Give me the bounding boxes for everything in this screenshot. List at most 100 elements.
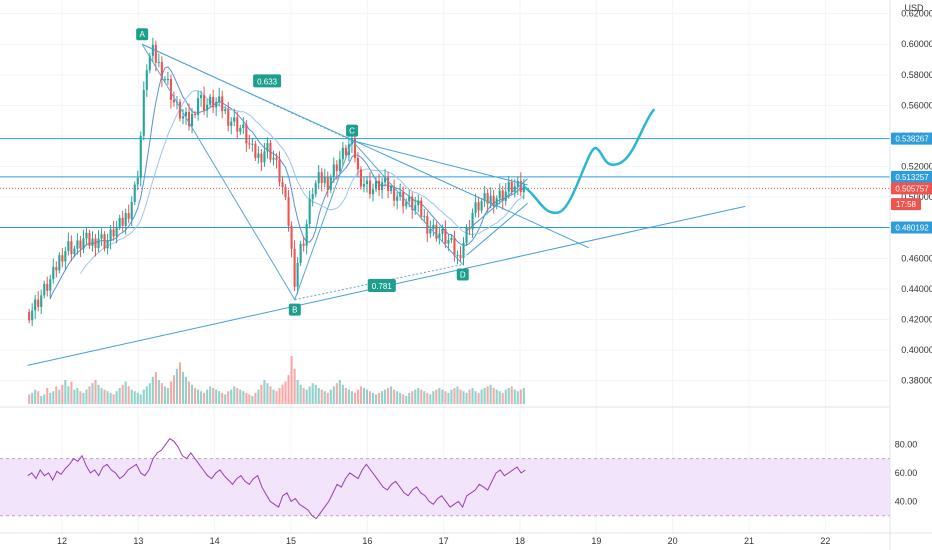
pattern-point-bg xyxy=(456,268,469,281)
volume-bar xyxy=(40,396,43,404)
volume-bar xyxy=(100,388,103,404)
candle-body xyxy=(429,229,432,234)
volume-bar xyxy=(169,381,172,404)
rising-channel-upper xyxy=(466,178,528,232)
volume-bar xyxy=(230,389,233,404)
volume-bar xyxy=(374,394,378,404)
candle-body xyxy=(121,217,124,226)
volume-bar xyxy=(399,392,402,404)
candle-body xyxy=(230,121,233,126)
candle-body xyxy=(266,143,269,152)
price-label-bg xyxy=(891,170,932,183)
volume-bar xyxy=(260,384,263,404)
candle-body xyxy=(209,96,212,105)
candle-body xyxy=(61,255,64,262)
volume-bar xyxy=(396,391,399,404)
volume-bar xyxy=(501,392,504,404)
volume-bar xyxy=(323,391,326,404)
volume-bar xyxy=(447,392,450,404)
candle-body xyxy=(34,299,37,311)
candle-body xyxy=(408,196,411,202)
volume-bar xyxy=(245,392,248,404)
volume-bar xyxy=(109,392,112,404)
price-axis-label: 0.538267 xyxy=(891,132,932,145)
candle-body xyxy=(85,232,88,239)
candle-body xyxy=(371,189,375,195)
rsi-line xyxy=(27,437,526,520)
volume-bar xyxy=(477,392,480,404)
volume-bar xyxy=(450,389,453,404)
candle-body xyxy=(287,197,290,226)
volume-bar xyxy=(263,380,266,404)
volume-bar xyxy=(381,391,384,404)
candle-body xyxy=(516,180,519,187)
drawings[interactable]: A B C D 0.633 0.781 xyxy=(27,28,746,366)
candle-body xyxy=(290,225,293,249)
volume-bar xyxy=(227,391,230,404)
volume-bar xyxy=(64,380,67,404)
volume-bar xyxy=(390,386,393,404)
candle-body xyxy=(64,251,67,262)
volume-bar xyxy=(91,383,94,404)
volume-bar xyxy=(148,383,151,404)
volume-bar xyxy=(157,380,160,404)
candle-body xyxy=(374,180,378,190)
candle-body xyxy=(507,181,510,192)
volume-bar xyxy=(172,375,175,404)
candle-body xyxy=(522,184,525,193)
volume-bar xyxy=(516,391,519,404)
volume-bar xyxy=(61,384,64,404)
volume-bar xyxy=(281,384,284,404)
candle-body xyxy=(344,147,347,156)
candle-body xyxy=(58,255,61,271)
candle-body xyxy=(411,196,414,211)
volume-bar xyxy=(371,392,375,404)
pattern-point-bg xyxy=(136,28,149,41)
price-label-text: 0.480192 xyxy=(895,223,929,232)
time-tick-label: 18 xyxy=(515,536,525,546)
candle-body xyxy=(438,233,441,239)
candle-body xyxy=(483,193,486,202)
candle-body xyxy=(359,169,363,187)
volume-bar xyxy=(206,389,209,404)
volume-bar xyxy=(221,392,224,404)
volume-bar xyxy=(215,389,218,404)
price-axis-label: 0.505757 xyxy=(891,182,932,195)
candle-body xyxy=(269,143,272,160)
candle-body xyxy=(335,164,338,171)
candle-body xyxy=(194,113,197,115)
candle-body xyxy=(504,191,507,202)
candle-body xyxy=(365,180,369,185)
volume-bar xyxy=(489,384,492,404)
volume-bar xyxy=(272,389,275,404)
pattern-point-c: C xyxy=(346,124,359,137)
volume-bar xyxy=(178,362,182,404)
volume-bar xyxy=(103,389,106,404)
volume-bar xyxy=(46,388,49,404)
candle-body xyxy=(112,229,115,237)
candle-body xyxy=(462,242,465,259)
candle-body xyxy=(242,124,245,129)
candle-body xyxy=(184,111,188,117)
volume-bar xyxy=(257,389,260,404)
volume-bar xyxy=(474,391,477,404)
volume-bar xyxy=(414,389,417,404)
candle-body xyxy=(302,243,305,246)
volume-bar xyxy=(278,388,281,404)
candle-body xyxy=(118,217,121,227)
volume-bar xyxy=(239,389,242,404)
candle-body xyxy=(28,311,31,321)
volume-bar xyxy=(365,389,369,404)
volume-bar xyxy=(356,389,359,404)
volume-bar xyxy=(67,386,70,404)
candle-body xyxy=(498,190,501,199)
